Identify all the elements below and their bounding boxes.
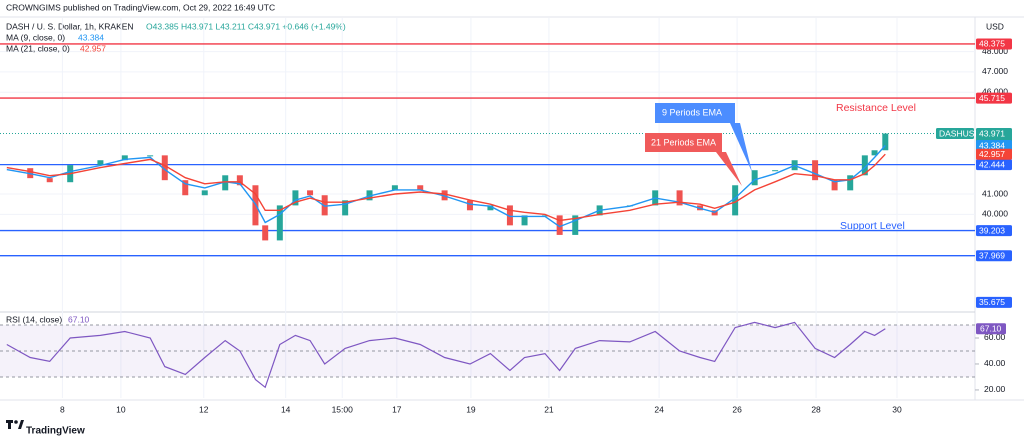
ma-line [6,153,886,222]
candle [831,180,838,191]
y-tick-label: 46.000 [982,87,1008,97]
logo [6,420,24,429]
y-tick-label: 20.00 [984,384,1006,394]
x-tick-label: 8 [60,404,65,414]
level-label-box [976,159,1012,171]
candle [97,160,104,166]
candle [161,155,168,181]
y-tick-label: 60.00 [984,332,1006,342]
level-label: 39.203 [979,225,1005,235]
rsi-line [6,321,886,389]
candle [236,175,243,186]
ma-last-box [976,140,1012,152]
callout [645,133,742,186]
candle [772,170,779,172]
symbol-name: DASHUSD [939,128,981,138]
level-label-box [976,225,1012,237]
currency: USD [986,21,1004,31]
annotation: Resistance Level [836,102,916,114]
level-label: 42.444 [979,159,1005,169]
candle [487,205,494,211]
ma-last: 43.384 [979,140,1005,150]
candle [676,190,683,206]
candle [222,175,229,191]
annotation: Support Level [840,220,905,232]
candle [46,178,53,183]
candle [732,185,739,216]
x-tick-label: 19 [466,404,476,414]
candle [812,160,819,181]
legend-name: MA (21, close, 0) [6,43,70,53]
level-label-box [976,38,1012,50]
candle [466,200,473,211]
y-tick-label: 40.000 [982,209,1008,219]
candle [121,155,128,161]
candle [861,155,868,176]
ohlc: O43.385 H43.971 L43.211 C43.971 +0.646 (… [146,21,346,31]
level-label: 48.375 [979,39,1005,49]
rsi-last: 67.10 [980,324,1002,334]
candle [321,195,328,216]
candle [556,215,563,235]
x-tick-label: 24 [654,404,664,414]
ma-line [6,145,886,228]
publisher: CROWNGIMS published on TradingView.com, … [6,2,275,12]
candle [307,190,314,196]
callout-text: 9 Periods EMA [662,107,722,117]
level-label-box [976,250,1012,262]
level-label: 37.969 [979,250,1005,260]
legend-name: MA (9, close, 0) [6,32,65,42]
callout [655,103,752,172]
candle [751,170,758,186]
symbol-title: DASH / U. S. Dollar, 1h, KRAKEN [6,21,134,31]
x-tick-label: 14 [281,404,291,414]
candle [391,185,398,191]
level-label-box [976,296,1012,308]
candle [882,133,889,151]
candle [572,215,579,235]
x-tick-label: 10 [116,404,126,414]
x-tick-label: 21 [544,404,554,414]
symbol-tag [936,128,974,140]
candle [417,185,424,191]
y-tick-label: 40.00 [984,358,1006,368]
x-tick-label: 26 [732,404,742,414]
y-tick-label: 48.000 [982,46,1008,56]
x-tick-label: 17 [392,404,402,414]
legend-value: 42.957 [80,43,106,53]
y-tick-label: 47.000 [982,66,1008,76]
candle [262,225,269,241]
callout-text: 21 Periods EMA [651,137,716,147]
level-label-box [976,92,1012,104]
candle [871,150,878,156]
ma-last: 42.957 [979,149,1005,159]
ma-last-box [976,148,1012,160]
candle [276,205,283,241]
x-tick-label: 12 [199,404,209,414]
y-tick-label: 41.000 [982,188,1008,198]
candle [147,155,154,157]
candle [847,175,854,191]
x-tick-label: 30 [892,404,902,414]
candle [342,200,349,216]
legend-name: RSI (14, close) [6,314,62,324]
level-label: 35.675 [979,297,1005,307]
candle [201,190,208,196]
legend-value: 43.384 [78,32,104,42]
x-tick-label: 15:00 [332,404,354,414]
legend-value: 67.10 [68,314,90,324]
candle [182,180,189,196]
rsi-last-box [976,323,1006,335]
candle [292,190,299,206]
candle [506,205,513,226]
candle [521,215,528,226]
x-tick-label: 28 [811,404,821,414]
level-label: 45.715 [979,93,1005,103]
footer: TradingView [26,426,85,437]
last-price: 43.971 [979,128,1005,138]
